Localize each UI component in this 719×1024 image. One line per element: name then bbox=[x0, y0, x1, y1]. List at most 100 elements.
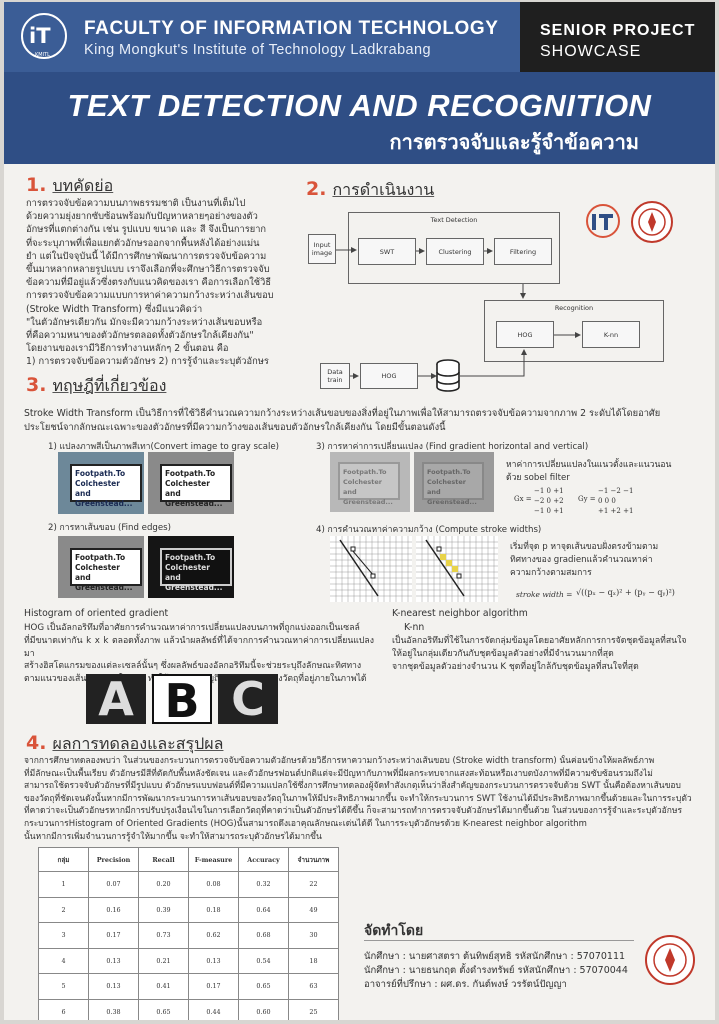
poster-title: TEXT DETECTION AND RECOGNITION bbox=[67, 88, 652, 123]
table-cell: 0.20 bbox=[138, 871, 189, 898]
table-cell: 0.64 bbox=[238, 896, 289, 923]
table-row: 5 0.13 0.41 0.17 0.65 63 bbox=[38, 973, 339, 1000]
gradient-x-image: Footpath.To Colchester and Greenstead... bbox=[330, 452, 410, 512]
gx-label: Gx = bbox=[514, 495, 532, 503]
section-label: ผลการทดลองและสรุปผล bbox=[52, 734, 224, 753]
input-image-box: Input image bbox=[308, 234, 336, 264]
credit-advisor: อาจารย์ที่ปรึกษา : ผศ.ดร. กันต์พงษ์ วรรั… bbox=[364, 979, 567, 990]
knn-text: เป็นอัลกอริทึมที่ใช้ในการจัดกลุ่มข้อมูลโ… bbox=[392, 635, 692, 673]
table-row: 3 0.17 0.73 0.62 0.68 30 bbox=[38, 922, 339, 949]
abstract-line: ยำ แต่ในปัจจุบันนี้ ได้มีการศึกษาพัฒนากา… bbox=[26, 250, 267, 262]
results-line: ที่คาดว่าจะเป็นตัวอักษรหากมีการปรับปรุงเ… bbox=[24, 806, 683, 817]
gy-matrix: −1 −2 −1 0 0 0 +1 +2 +1 bbox=[598, 486, 633, 516]
credit-student-1: นักศึกษา : นายศาสตรา ต้นทิพย์สุทธิ รหัสน… bbox=[364, 951, 626, 962]
badge-line-1: SENIOR PROJECT bbox=[540, 22, 696, 39]
sign-text: Footpath.To Colchester and Greenstead... bbox=[422, 462, 484, 506]
abstract-line: (Stroke Width Transform) ซึ่งมีแนวคิดว่า bbox=[26, 303, 203, 315]
sign-text: Footpath.To Colchester and Greenstead... bbox=[160, 548, 232, 592]
abstract-line: โดยงานของเรามีวิธีการทำงานหลักๆ 2 ขั้นตอ… bbox=[26, 343, 229, 355]
abstract-line: ขึ้นมาหลากหลายรูปแบบ เราจึงเลือกที่จะศึก… bbox=[26, 264, 270, 276]
table-header-cell: F-measure bbox=[188, 847, 239, 872]
section-number: 1. bbox=[26, 174, 47, 196]
knn-line: จากชุดข้อมูลตัวอย่างจำนวน K ชุดที่อยู่ใก… bbox=[392, 661, 639, 672]
hog-letter-c: C bbox=[218, 674, 278, 724]
filtering-box: Filtering bbox=[494, 238, 552, 265]
table-cell: 0.13 bbox=[188, 947, 239, 974]
poster: iT KMITL FACULTY OF INFORMATION TECHNOLO… bbox=[4, 2, 715, 1020]
table-cell: 0.18 bbox=[188, 896, 239, 923]
sign-text: Footpath.To Colchester and Greenstead... bbox=[70, 548, 142, 592]
stroke-formula-body: √((pₓ − qₓ)² + (pᵧ − qᵧ)²) bbox=[576, 588, 675, 597]
abstract-line: ที่จะระบุภาพที่เพื่อแยกตัวอักษรออกจากพื้… bbox=[26, 237, 260, 249]
credits-divider bbox=[364, 940, 634, 941]
table-cell: 22 bbox=[288, 871, 339, 898]
table-row: 4 0.13 0.21 0.13 0.54 18 bbox=[38, 947, 339, 974]
table-cell: 30 bbox=[288, 922, 339, 949]
knn-line: ให้อยู่ในกลุ่มเดียวกันกับชุดข้อมูลตัวอย่… bbox=[392, 648, 614, 659]
table-cell: 0.65 bbox=[138, 998, 189, 1020]
gray-sign-image-2: Footpath.To Colchester and Greenstead... bbox=[58, 536, 144, 598]
table-row: 2 0.16 0.39 0.18 0.64 49 bbox=[38, 896, 339, 923]
section-label: บทคัดย่อ bbox=[52, 176, 114, 195]
results-table: กลุ่ม Precision Recall F-measure Accuracy จำน… bbox=[38, 847, 339, 1020]
results-line: ของวัตถุที่ชัดเจนดังนั้นหากมีการพัฒนากระ… bbox=[24, 793, 692, 804]
stroke-grid-2 bbox=[416, 536, 498, 602]
credits-heading: จัดทำโดย bbox=[364, 923, 424, 939]
table-cell: 5 bbox=[38, 973, 89, 1000]
badge-line-2: SHOWCASE bbox=[540, 43, 642, 60]
kmitl-seal-bottom-icon bbox=[645, 935, 695, 985]
knn-subtitle: K-nn bbox=[404, 622, 425, 633]
sign-text: Footpath.To Colchester and Greenstead... bbox=[338, 462, 400, 506]
section-number: 2. bbox=[306, 178, 327, 200]
table-cell: 0.39 bbox=[138, 896, 189, 923]
swt-intro-line-1: Stroke Width Transform เป็นวิธีการที่ใช้… bbox=[24, 408, 661, 419]
table-row: 6 0.38 0.65 0.44 0.60 25 bbox=[38, 998, 339, 1020]
swt-intro-line-2: ประโยชน์จากลักษณะเฉพาะของตัวอักษรที่มีคว… bbox=[24, 422, 446, 433]
results-text: จากการศึกษาทดลองพบว่า ในส่วนของกระบวนการ… bbox=[24, 755, 694, 843]
abstract-line: ที่คือความหนาของตัวอักษรตลอดทั้งตัวอักษร… bbox=[26, 330, 254, 342]
section-number: 4. bbox=[26, 732, 47, 754]
abstract-line: 1) การตรวจจับข้อความตัวอักษร 2) การรู้จำ… bbox=[26, 356, 269, 368]
gy-row: +1 +2 +1 bbox=[598, 507, 634, 515]
gx-row: −1 0 +1 bbox=[534, 487, 564, 495]
table-cell: 18 bbox=[288, 947, 339, 974]
section-1-heading: 1. บทคัดย่อ bbox=[26, 174, 113, 199]
hog-title: Histogram of oriented gradient bbox=[24, 608, 169, 619]
showcase-badge: SENIOR PROJECT SHOWCASE bbox=[520, 2, 715, 72]
step-4-label: 4) การคำนวณหาค่าความกว้าง (Compute strok… bbox=[316, 525, 542, 535]
table-cell: 4 bbox=[38, 947, 89, 974]
gy-label: Gy = bbox=[578, 495, 596, 503]
abstract-line: ด้วยความยุ่งยากซับซ้อนพร้อมกับปัญหาหลายๆ… bbox=[26, 211, 258, 223]
table-header-cell: จำนวนภาพ bbox=[288, 847, 339, 872]
step-4-desc-1: เริ่มที่จุด p หาจุดเส้นขอบฝั่งตรงข้ามตาม bbox=[510, 542, 659, 552]
table-cell: 25 bbox=[288, 998, 339, 1020]
abstract-line: การตรวจจับข้อความบนภาพธรรมชาติ เป็นงานที… bbox=[26, 198, 246, 209]
table-cell: 0.73 bbox=[138, 922, 189, 949]
edge-sign-image: Footpath.To Colchester and Greenstead... bbox=[148, 536, 234, 598]
section-2-heading: 2. การดำเนินงาน bbox=[306, 178, 434, 203]
table-cell: 0.16 bbox=[88, 896, 139, 923]
gradient-y-image: Footpath.To Colchester and Greenstead... bbox=[414, 452, 494, 512]
database-icon bbox=[436, 359, 460, 392]
text-detection-group: Text Detection bbox=[348, 212, 560, 284]
table-header-cell: กลุ่ม bbox=[38, 847, 89, 872]
table-cell: 0.13 bbox=[88, 947, 139, 974]
recognition-label: Recognition bbox=[554, 304, 594, 312]
step-3-desc-2: ด้วย sobel filter bbox=[506, 473, 570, 483]
header: iT KMITL FACULTY OF INFORMATION TECHNOLO… bbox=[4, 2, 715, 72]
table-row: 1 0.07 0.20 0.08 0.32 22 bbox=[38, 871, 339, 898]
credit-student-2: นักศึกษา : นายธนกฤต ตั้งดำรงทรัพย์ รหัสน… bbox=[364, 965, 628, 976]
gx-matrix: −1 0 +1 −2 0 +2 −1 0 +1 bbox=[534, 486, 564, 516]
abstract-text: การตรวจจับข้อความบนภาพธรรมชาติ เป็นงานที… bbox=[26, 197, 300, 369]
hog-letter-b: B bbox=[152, 674, 212, 726]
logo-text: iT bbox=[29, 24, 51, 48]
table-cell: 0.38 bbox=[88, 998, 139, 1020]
table-header-cell: Precision bbox=[88, 847, 139, 872]
table-cell: 0.13 bbox=[88, 973, 139, 1000]
table-cell: 0.07 bbox=[88, 871, 139, 898]
table-cell: 0.17 bbox=[88, 922, 139, 949]
section-4-heading: 4. ผลการทดลองและสรุปผล bbox=[26, 732, 223, 757]
sign-text: Footpath.To Colchester and Greenstead... bbox=[70, 464, 142, 508]
title-band: TEXT DETECTION AND RECOGNITION การตรวจจั… bbox=[4, 72, 715, 164]
gy-row: 0 0 0 bbox=[598, 497, 616, 505]
